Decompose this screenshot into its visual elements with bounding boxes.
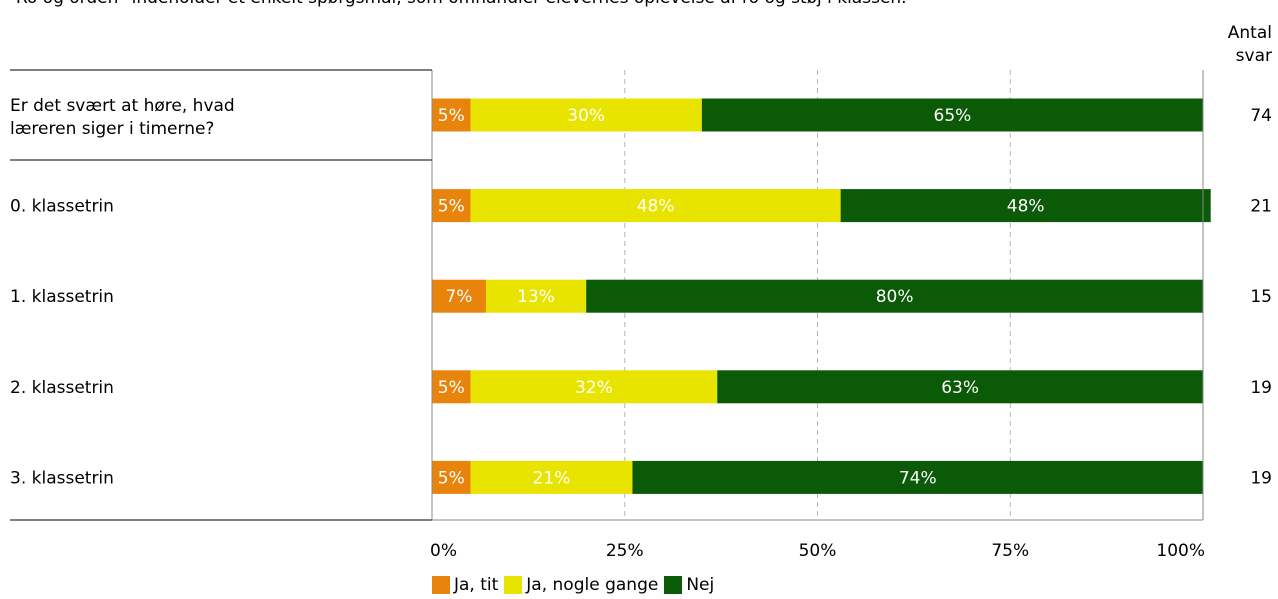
bar-segment [840, 189, 1211, 223]
data-label: 5% [438, 468, 465, 488]
x-tick-label: 25% [606, 541, 644, 561]
count-value: 19 [1250, 378, 1272, 398]
category-label: Er det svært at høre, hvad [10, 96, 235, 116]
x-tick-label: 100% [1156, 541, 1205, 561]
count-value: 21 [1250, 197, 1272, 217]
bar-segment [432, 98, 471, 132]
data-label: 30% [567, 106, 605, 126]
axes [10, 69, 1204, 521]
count-column-header: Antal svar [1228, 22, 1272, 68]
data-label: 48% [637, 197, 675, 217]
legend-label: Ja, tit [454, 575, 499, 595]
count-value: 15 [1250, 287, 1272, 307]
legend-item: Ja, nogle gange [504, 575, 658, 595]
count-value: 74 [1250, 106, 1272, 126]
category-label: 1. klassetrin [10, 287, 114, 307]
bar-segment [586, 279, 1203, 313]
data-label: 48% [1007, 197, 1045, 217]
data-label: 5% [438, 106, 465, 126]
data-label: 5% [438, 197, 465, 217]
intro-text: "Ro og orden" indeholder et enkelt spørg… [8, 0, 907, 8]
legend-item: Ja, tit [432, 575, 498, 595]
bar-segment [701, 98, 1203, 132]
data-label: 13% [517, 287, 555, 307]
bar-segment [470, 460, 633, 494]
legend-item: Nej [664, 575, 714, 595]
data-label: 65% [934, 106, 972, 126]
category-label: 0. klassetrin [10, 197, 114, 217]
bar-segment [632, 460, 1203, 494]
category-label: 2. klassetrin [10, 378, 114, 398]
data-label: 21% [533, 468, 571, 488]
bar-segment [470, 98, 702, 132]
bar-segment [470, 189, 841, 223]
data-label: 63% [941, 378, 979, 398]
legend-swatch [664, 576, 683, 594]
category-label: 3. klassetrin [10, 468, 114, 488]
x-tick-label: 50% [799, 541, 837, 561]
count-value: 19 [1250, 468, 1272, 488]
bar-segment [432, 189, 471, 223]
category-label-line2: læreren siger i timerne? [10, 119, 214, 139]
legend-swatch [432, 576, 450, 594]
legend-swatch [504, 576, 523, 594]
bar-segment [717, 370, 1203, 404]
bar-segment [432, 370, 471, 404]
bar-segment [432, 279, 486, 313]
x-tick-label: 75% [991, 541, 1029, 561]
data-label: 7% [445, 287, 472, 307]
data-label: 74% [899, 468, 937, 488]
data-label: 80% [876, 287, 914, 307]
legend-label: Nej [686, 575, 715, 595]
data-label: 32% [575, 378, 613, 398]
count-header-line1: Antal [1227, 23, 1272, 43]
bar-segment [470, 370, 718, 404]
x-tick-label: 0% [430, 541, 457, 561]
bar-segment [485, 279, 587, 313]
legend-label: Ja, nogle gange [526, 575, 659, 595]
bar-segment [432, 460, 471, 494]
count-header-line2: svar [1235, 46, 1272, 66]
legend: Ja, tit Ja, nogle gange Nej [432, 575, 720, 595]
data-label: 5% [438, 378, 465, 398]
labels: 0% 25% 50% 75% 100% 5% 30% 65% Er det svært at h… [10, 96, 1272, 561]
bars [432, 98, 1211, 494]
